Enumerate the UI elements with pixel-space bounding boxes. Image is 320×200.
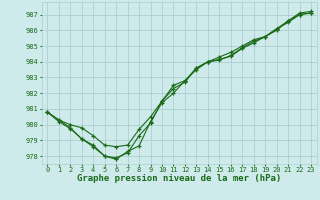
X-axis label: Graphe pression niveau de la mer (hPa): Graphe pression niveau de la mer (hPa) xyxy=(77,174,281,183)
